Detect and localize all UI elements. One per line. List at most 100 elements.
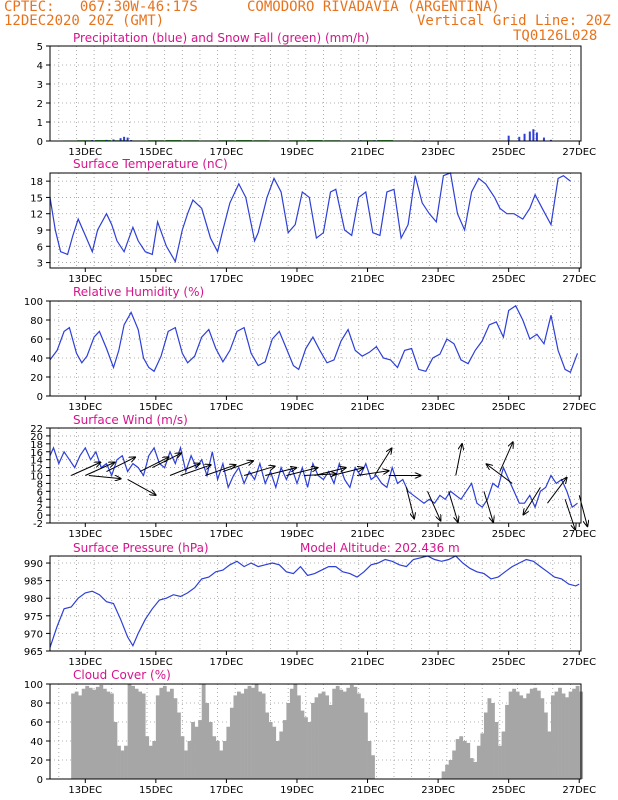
- ytick-label-rh: 60: [30, 335, 43, 346]
- ytick-label-rh: 0: [37, 392, 43, 403]
- cloud-bar: [311, 703, 315, 779]
- ytick-label-pressure: 990: [24, 559, 43, 570]
- ytick-label-precip: 0: [37, 137, 43, 148]
- cloud-bar: [191, 722, 195, 779]
- precip-bar: [119, 138, 122, 141]
- cloud-bar: [533, 687, 538, 779]
- panel-cloud: Cloud Cover (%) 0 20 40 60 80 100 13DEC 15DEC 17D…: [24, 668, 596, 796]
- precip-bar: [542, 137, 545, 141]
- xtick-label-precip: 19DEC: [280, 147, 314, 158]
- xtick-label-rh: 19DEC: [280, 402, 314, 413]
- cloud-bar: [95, 686, 100, 779]
- xtick-label-cloud: 15DEC: [139, 785, 173, 796]
- ytick-label-wind: 12: [30, 464, 43, 475]
- cloud-bar: [494, 722, 499, 779]
- cloud-bar: [466, 742, 471, 779]
- ytick-label-rh: 100: [24, 297, 43, 308]
- cloud-bar: [92, 689, 97, 779]
- wind-vector-arrow: [265, 468, 296, 476]
- wind-vector-arrow: [243, 466, 275, 476]
- cloud-bar: [205, 703, 210, 779]
- cloud-bar: [173, 698, 178, 779]
- cloud-bar: [339, 689, 344, 779]
- wind-vector-arrow: [152, 453, 181, 469]
- panel-title-wind: Surface Wind (m/s): [73, 413, 188, 427]
- cloud-bar: [265, 712, 270, 779]
- xtick-label-temp: 15DEC: [139, 274, 173, 285]
- cloud-bar: [455, 739, 460, 779]
- ytick-label-wind: 6: [37, 487, 43, 498]
- wind-vector-arrow: [88, 475, 121, 479]
- xtick-label-cloud: 25DEC: [492, 785, 526, 796]
- cloud-bar: [106, 691, 111, 779]
- xtick-label-pressure: 25DEC: [492, 657, 526, 668]
- ytick-label-wind: 0: [37, 511, 43, 522]
- ytick-label-cloud: 100: [24, 680, 43, 691]
- cloud-bar: [335, 685, 340, 779]
- cloud-bar: [184, 750, 188, 779]
- cloud-bar: [367, 741, 372, 779]
- ytick-label-pressure: 965: [24, 647, 43, 658]
- cloud-bar: [445, 764, 449, 779]
- ytick-label-wind: 14: [30, 456, 43, 467]
- cloud-bar: [152, 741, 157, 779]
- ytick-label-wind: 22: [30, 424, 43, 435]
- cloud-bar: [325, 695, 330, 779]
- precip-bar: [535, 132, 538, 141]
- cloud-bar: [321, 691, 326, 779]
- xtick-label-wind: 27DEC: [562, 529, 596, 540]
- panel-title-temp: Surface Temperature (nC): [73, 157, 228, 171]
- cloud-bar: [113, 722, 118, 779]
- cloud-bar: [349, 684, 354, 779]
- xtick-label-precip: 27DEC: [562, 147, 596, 158]
- ytick-label-wind: 16: [30, 448, 43, 459]
- xtick-label-rh: 15DEC: [139, 402, 173, 413]
- xtick-label-pressure: 15DEC: [139, 657, 173, 668]
- xtick-label-rh: 17DEC: [210, 402, 244, 413]
- precip-bar: [528, 131, 531, 141]
- cloud-bar: [318, 693, 322, 779]
- cloud-bar: [346, 687, 351, 779]
- cloud-bar: [78, 695, 83, 779]
- cloud-bar: [282, 720, 287, 779]
- xtick-label-pressure: 21DEC: [351, 657, 385, 668]
- wind-vector-arrow: [169, 464, 200, 476]
- wind-vector-arrow: [427, 491, 441, 520]
- ytick-label-temp: 12: [30, 210, 43, 221]
- precip-bar: [518, 136, 521, 141]
- wind-vector-arrow: [222, 461, 253, 473]
- cloud-bar: [222, 741, 227, 779]
- cloud-bar: [233, 695, 238, 779]
- cloud-bar: [226, 726, 231, 779]
- wind-vector-arrow: [564, 499, 575, 529]
- wind-vector-arrow: [578, 495, 587, 526]
- ytick-label-cloud: 80: [30, 699, 43, 710]
- cloud-bar: [124, 745, 128, 779]
- cloud-bar: [540, 698, 545, 779]
- cloud-bar: [293, 684, 298, 779]
- wind-vector-arrow: [286, 468, 317, 476]
- cloud-bar: [219, 750, 224, 779]
- xtick-label-rh: 13DEC: [68, 402, 102, 413]
- series-line-wind: [49, 445, 578, 509]
- xtick-label-precip: 23DEC: [421, 147, 455, 158]
- xtick-label-wind: 15DEC: [139, 529, 173, 540]
- xtick-label-pressure: 17DEC: [210, 657, 244, 668]
- cloud-bar: [314, 697, 319, 779]
- cloud-bar: [85, 685, 90, 779]
- ytick-label-cloud: 20: [30, 756, 43, 767]
- xtick-label-wind: 21DEC: [351, 529, 385, 540]
- ytick-label-wind: 18: [30, 440, 43, 451]
- cloud-bar: [251, 687, 255, 779]
- xtick-label-cloud: 13DEC: [68, 785, 102, 796]
- header-run-time: 12DEC2020 20Z (GMT): [4, 13, 165, 29]
- wind-vector-arrow: [304, 474, 336, 476]
- panel-frame-temp: [49, 172, 582, 269]
- xtick-label-precip: 15DEC: [139, 147, 173, 158]
- wind-vector-arrow: [314, 468, 346, 476]
- xtick-label-cloud: 21DEC: [351, 785, 385, 796]
- ytick-label-pressure: 980: [24, 594, 43, 605]
- wind-vector-arrow: [85, 462, 114, 476]
- xtick-label-pressure: 13DEC: [68, 657, 102, 668]
- cloud-bar: [134, 688, 139, 779]
